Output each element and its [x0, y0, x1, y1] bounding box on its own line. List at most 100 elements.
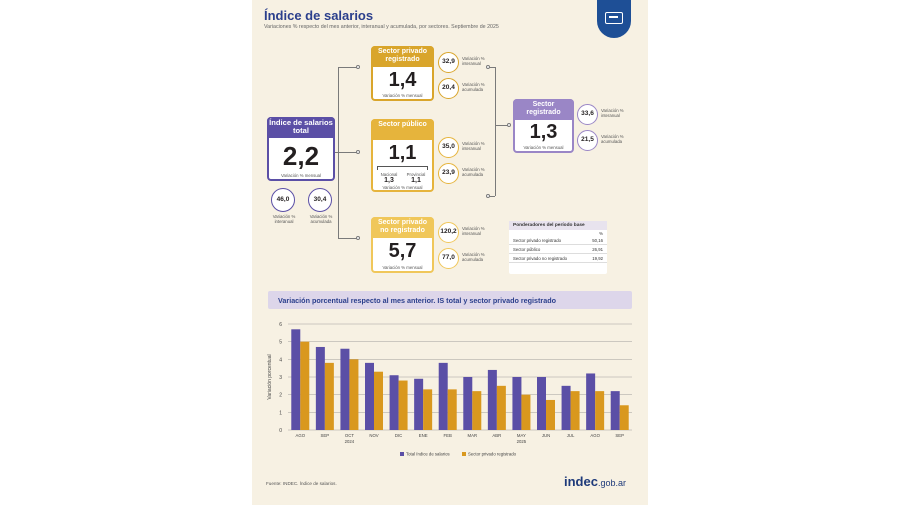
infographic-sheet: Índice de salarios Variaciones % respect… [252, 0, 648, 505]
no-registrado-interanual-circle: 120,2 [438, 222, 459, 243]
table-row: Sector privado registrado 50,16 [509, 236, 607, 245]
ponderador-value: 50,16 [592, 237, 603, 243]
registrado-card: Sector registrado 1,3 Variación % mensua… [513, 99, 574, 153]
registrado-caption: Variación % mensual [523, 145, 564, 150]
x-tick-label: ABR [492, 433, 501, 438]
ponderador-label: Sector privado no registrado [513, 255, 567, 261]
no-registrado-value: 5,7 [388, 240, 417, 262]
total-acumulada-label: Variación % acumulada [309, 214, 333, 224]
bar [619, 405, 629, 430]
publico-caption: Variación % mensual [382, 185, 423, 190]
x-tick-label: SEP [321, 433, 330, 438]
bar [512, 377, 522, 430]
x-tick-label: AGO [590, 433, 600, 438]
connector-line [338, 67, 358, 68]
privado-registrado-value: 1,4 [388, 69, 417, 91]
connector-line [488, 67, 495, 68]
registrado-interanual-circle: 33,6 [577, 104, 598, 125]
x-tick-label: MAY [517, 433, 526, 438]
y-axis-label: Variación porcentual [267, 354, 273, 399]
no-registrado-label: Sector privado no registrado [371, 217, 434, 238]
no-registrado-caption: Variación % mensual [382, 265, 423, 270]
total-interanual-label: Variación % interanual [272, 214, 296, 224]
bar [324, 362, 334, 430]
y-tick-label: 4 [279, 357, 282, 363]
connector-dot [356, 65, 360, 69]
bar [340, 348, 350, 430]
bar [472, 391, 482, 430]
connector-dot [356, 150, 360, 154]
publico-acumulada-label: Variación % acumulada [462, 167, 485, 177]
bar [610, 391, 620, 430]
bar [521, 394, 531, 430]
bar [414, 378, 424, 430]
connector-line [488, 196, 495, 197]
bar [546, 399, 555, 430]
privado-registrado-interanual-circle: 32,9 [438, 52, 459, 73]
bar [423, 389, 433, 430]
ponderador-value: 26,91 [592, 246, 603, 252]
total-card-label: Índice de salarios total [267, 117, 335, 138]
connector-dot [486, 65, 490, 69]
source-note: Fuente: INDEC. Índice de salarios. [266, 481, 337, 486]
x-tick-label: JUN [542, 433, 550, 438]
ponderadores-table: Ponderadores del período base % Sector p… [509, 221, 607, 274]
bar [586, 373, 596, 430]
y-tick-label: 3 [279, 375, 282, 381]
bar [349, 359, 359, 430]
connector-dot [507, 123, 511, 127]
y-tick-label: 6 [279, 322, 282, 328]
x-tick-label: FEB [444, 433, 452, 438]
bar [561, 385, 571, 430]
bar [291, 329, 301, 430]
brand-suffix: .gob.ar [597, 478, 626, 488]
ponderador-label: Sector público [513, 246, 541, 252]
y-tick-label: 2 [279, 393, 282, 399]
no-registrado-acumulada-circle: 77,0 [438, 248, 459, 269]
year-label: 2025 [517, 439, 527, 444]
ponderador-value: 19,92 [592, 255, 603, 261]
total-acumulada-circle: 30,4 [308, 188, 332, 212]
bar [496, 385, 506, 430]
page-title: Índice de salarios [264, 8, 374, 23]
bar [300, 341, 310, 430]
legend-swatch [400, 452, 404, 456]
ponderadores-unit: % [599, 231, 603, 236]
bar-chart: 0 1 2 3 4 5 6 Variación porcentual AGO SEP OCT NOV D… [267, 322, 632, 457]
connector-line [338, 152, 358, 153]
legend-label: Sector privado registrado [468, 452, 517, 457]
bar [398, 380, 408, 430]
x-tick-label: OCT [345, 433, 354, 438]
total-value: 2,2 [282, 141, 320, 171]
x-tick-label: MAR [468, 433, 478, 438]
privado-registrado-acumulada-circle: 20,4 [438, 78, 459, 99]
connector-line [495, 67, 496, 196]
indec-brand: indec.gob.ar [564, 474, 626, 489]
registrado-interanual-label: Variación % interanual [601, 108, 624, 118]
registrado-acumulada-label: Variación % acumulada [601, 134, 624, 144]
registrado-label: Sector registrado [513, 99, 574, 120]
publico-acumulada-circle: 23,9 [438, 163, 459, 184]
chart-title: Variación porcentual respecto al mes ant… [278, 296, 557, 305]
privado-registrado-acumulada-label: Variación % acumulada [462, 82, 485, 92]
bar [537, 377, 546, 430]
no-registrado-card: Sector privado no registrado 5,7 Variaci… [371, 217, 434, 273]
legend-label: Total índice de salarios [406, 452, 450, 457]
publico-interanual-label: Variación % interanual [462, 141, 485, 151]
connector-line [338, 238, 358, 239]
x-tick-label: ENE [419, 433, 428, 438]
publico-interanual-circle: 35,0 [438, 137, 459, 158]
registrado-acumulada-circle: 21,5 [577, 130, 598, 151]
total-card: Índice de salarios total 2,2 Variación %… [267, 117, 335, 181]
no-registrado-acumulada-label: Variación % acumulada [462, 252, 485, 262]
publico-provincial-label: Provincial [406, 172, 426, 177]
publico-card: Sector público 1,1 Nacional Provincial 1… [371, 119, 434, 192]
connector-line [495, 125, 509, 126]
y-tick-label: 5 [279, 340, 282, 346]
privado-registrado-caption: Variación % mensual [382, 93, 423, 98]
publico-bracket [377, 166, 428, 170]
publico-label: Sector público [371, 119, 434, 140]
privado-registrado-label: Sector privado registrado [371, 46, 434, 67]
ponderadores-unit-row: % [509, 230, 607, 236]
connector-dot [486, 194, 490, 198]
